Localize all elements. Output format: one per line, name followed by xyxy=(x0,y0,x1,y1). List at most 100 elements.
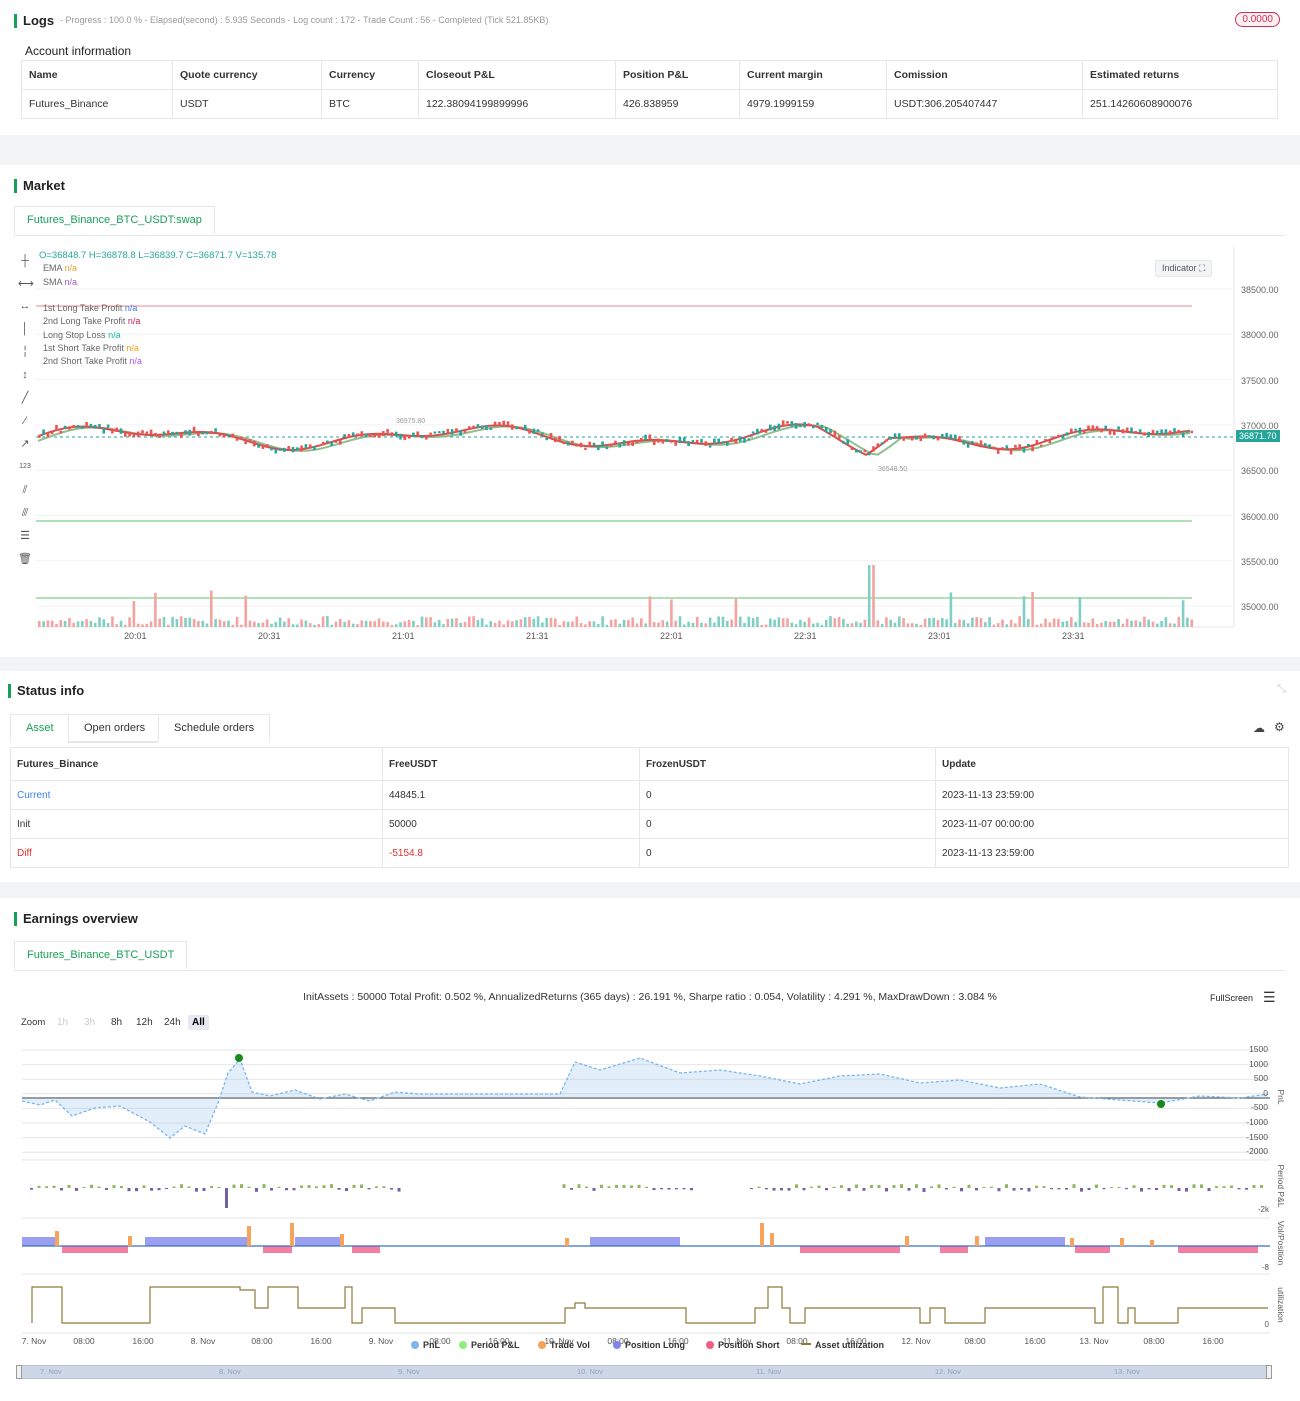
candle xyxy=(369,434,372,438)
trade-vol-bar xyxy=(1120,1238,1124,1246)
menu-icon[interactable]: ☰ xyxy=(1263,989,1276,1005)
legend-item[interactable]: Period P&L xyxy=(459,1340,520,1350)
fib-tool-icon[interactable]: ⫻ xyxy=(21,507,29,519)
trend-line-tool-icon[interactable]: ╱ xyxy=(21,392,29,404)
trade-vol-bar xyxy=(760,1223,764,1246)
earnings-chart[interactable] xyxy=(0,898,1300,1401)
candle xyxy=(205,431,209,435)
period-pnl-bar xyxy=(622,1184,626,1188)
legend-item[interactable]: Asset utilization xyxy=(801,1340,884,1350)
volume-bar xyxy=(149,621,153,627)
tab-market-symbol[interactable]: Futures_Binance_BTC_USDT:swap xyxy=(14,206,215,235)
cell: 4979.1999159 xyxy=(739,89,887,119)
segment-tool-icon[interactable]: ⁄ xyxy=(24,415,26,427)
period-pnl-bar xyxy=(570,1188,573,1190)
x-tick-label: 08:00 xyxy=(251,1336,273,1346)
legend-item[interactable]: Trade Vol xyxy=(538,1340,590,1350)
volume-bar xyxy=(984,622,987,627)
volume-bar xyxy=(592,621,596,627)
horizontal-line-tool-icon[interactable]: ⟷ xyxy=(18,278,34,290)
volume-bar xyxy=(717,616,720,627)
candle xyxy=(347,434,351,439)
legend-item[interactable]: PnL xyxy=(411,1340,440,1350)
candle xyxy=(321,441,325,446)
candle xyxy=(756,428,759,435)
tab-asset[interactable]: Asset xyxy=(10,714,70,743)
trash-icon[interactable]: 🗑 xyxy=(18,553,32,565)
ray-tool-icon[interactable]: ↔ xyxy=(19,300,31,312)
zoom-12h-button[interactable]: 12h xyxy=(136,1017,153,1028)
period-pnl-bar xyxy=(922,1188,926,1192)
volume-bar xyxy=(1095,623,1099,627)
candle xyxy=(218,433,222,437)
indicator-button[interactable]: Indicator ⛶ xyxy=(1155,260,1213,277)
volume-bar xyxy=(1100,622,1103,627)
period-pnl-bar xyxy=(337,1188,341,1190)
x-tick-label: 16:00 xyxy=(1202,1336,1224,1346)
cloud-download-icon[interactable]: ☁ xyxy=(1253,721,1265,735)
fullscreen-button[interactable]: FullScreen xyxy=(1210,993,1254,1003)
candle xyxy=(1151,429,1155,434)
zoom-24h-button[interactable]: 24h xyxy=(164,1017,181,1028)
tab-earnings-symbol[interactable]: Futures_Binance_BTC_USDT xyxy=(14,941,188,970)
navigator-left-handle[interactable] xyxy=(16,1365,22,1379)
indicator-value: n/a xyxy=(129,356,142,367)
zoom-8h-button[interactable]: 8h xyxy=(111,1017,123,1028)
volume-bar xyxy=(1147,619,1150,627)
period-pnl-bar xyxy=(225,1188,228,1208)
tab-schedule-orders[interactable]: Schedule orders xyxy=(158,714,271,743)
volume-bar xyxy=(425,617,428,627)
price-label-tool-icon[interactable]: 123 xyxy=(19,463,31,470)
price-tick-label: 37500.00 xyxy=(1241,375,1279,386)
volume-bar xyxy=(902,618,905,627)
volume-bar xyxy=(799,619,802,627)
volume-bar xyxy=(343,622,346,627)
zoom-1h-button[interactable]: 1h xyxy=(57,1017,69,1028)
volume-bar xyxy=(1087,622,1090,627)
volume-bar xyxy=(898,616,901,627)
period-pnl-bar xyxy=(1132,1185,1136,1188)
volume-bar xyxy=(691,622,695,627)
parallel-channel-tool-icon[interactable]: ⫽ xyxy=(22,484,28,496)
candle xyxy=(106,424,110,428)
volume-bar xyxy=(953,623,957,627)
volume-bar xyxy=(240,624,243,627)
candle xyxy=(661,439,665,444)
candle xyxy=(816,422,819,425)
candle xyxy=(227,434,230,437)
zoom-all-button[interactable]: All xyxy=(188,1015,209,1030)
volume-bar xyxy=(476,619,480,627)
vertical-segment-tool-icon[interactable]: ╎ xyxy=(21,346,29,358)
legend-item[interactable]: Position Long xyxy=(613,1340,685,1350)
candlestick-chart[interactable] xyxy=(36,247,1298,647)
gear-icon[interactable]: ⚙ xyxy=(1274,720,1285,734)
tab-open-orders[interactable]: Open orders xyxy=(68,714,162,743)
volume-bar xyxy=(1039,623,1043,627)
fib-levels-tool-icon[interactable]: ☰ xyxy=(20,530,30,542)
collapse-icon[interactable]: ⤡ xyxy=(1277,683,1286,695)
navigator-bar[interactable] xyxy=(18,1365,1272,1379)
price-tick-label: 35000.00 xyxy=(1241,602,1279,613)
period-pnl-bar xyxy=(960,1188,963,1192)
period-pnl-bar xyxy=(127,1188,131,1192)
legend-item[interactable]: Position Short xyxy=(706,1340,780,1350)
volume-bar xyxy=(184,617,187,627)
navigator-right-handle[interactable] xyxy=(1266,1365,1272,1379)
volume-bar xyxy=(936,620,940,627)
crosshair-tool-icon[interactable]: ┼ xyxy=(21,255,29,267)
volume-bar xyxy=(98,617,101,627)
indicator-name: SMA xyxy=(43,276,65,287)
volume-bar xyxy=(738,616,742,627)
volume-bar xyxy=(657,622,660,627)
candle xyxy=(179,433,183,438)
zoom-3h-button[interactable]: 3h xyxy=(84,1017,96,1028)
candle xyxy=(235,436,239,441)
arrow-tool-icon[interactable]: ↗ xyxy=(20,438,30,450)
vertical-ray-tool-icon[interactable]: ↕ xyxy=(22,369,28,381)
volume-bar xyxy=(1018,616,1021,627)
cell: 426.838959 xyxy=(615,89,740,119)
candle xyxy=(790,421,794,427)
volume-bar xyxy=(420,616,424,627)
vertical-line-tool-icon[interactable]: │ xyxy=(21,323,29,335)
period-pnl-bar xyxy=(892,1185,896,1188)
